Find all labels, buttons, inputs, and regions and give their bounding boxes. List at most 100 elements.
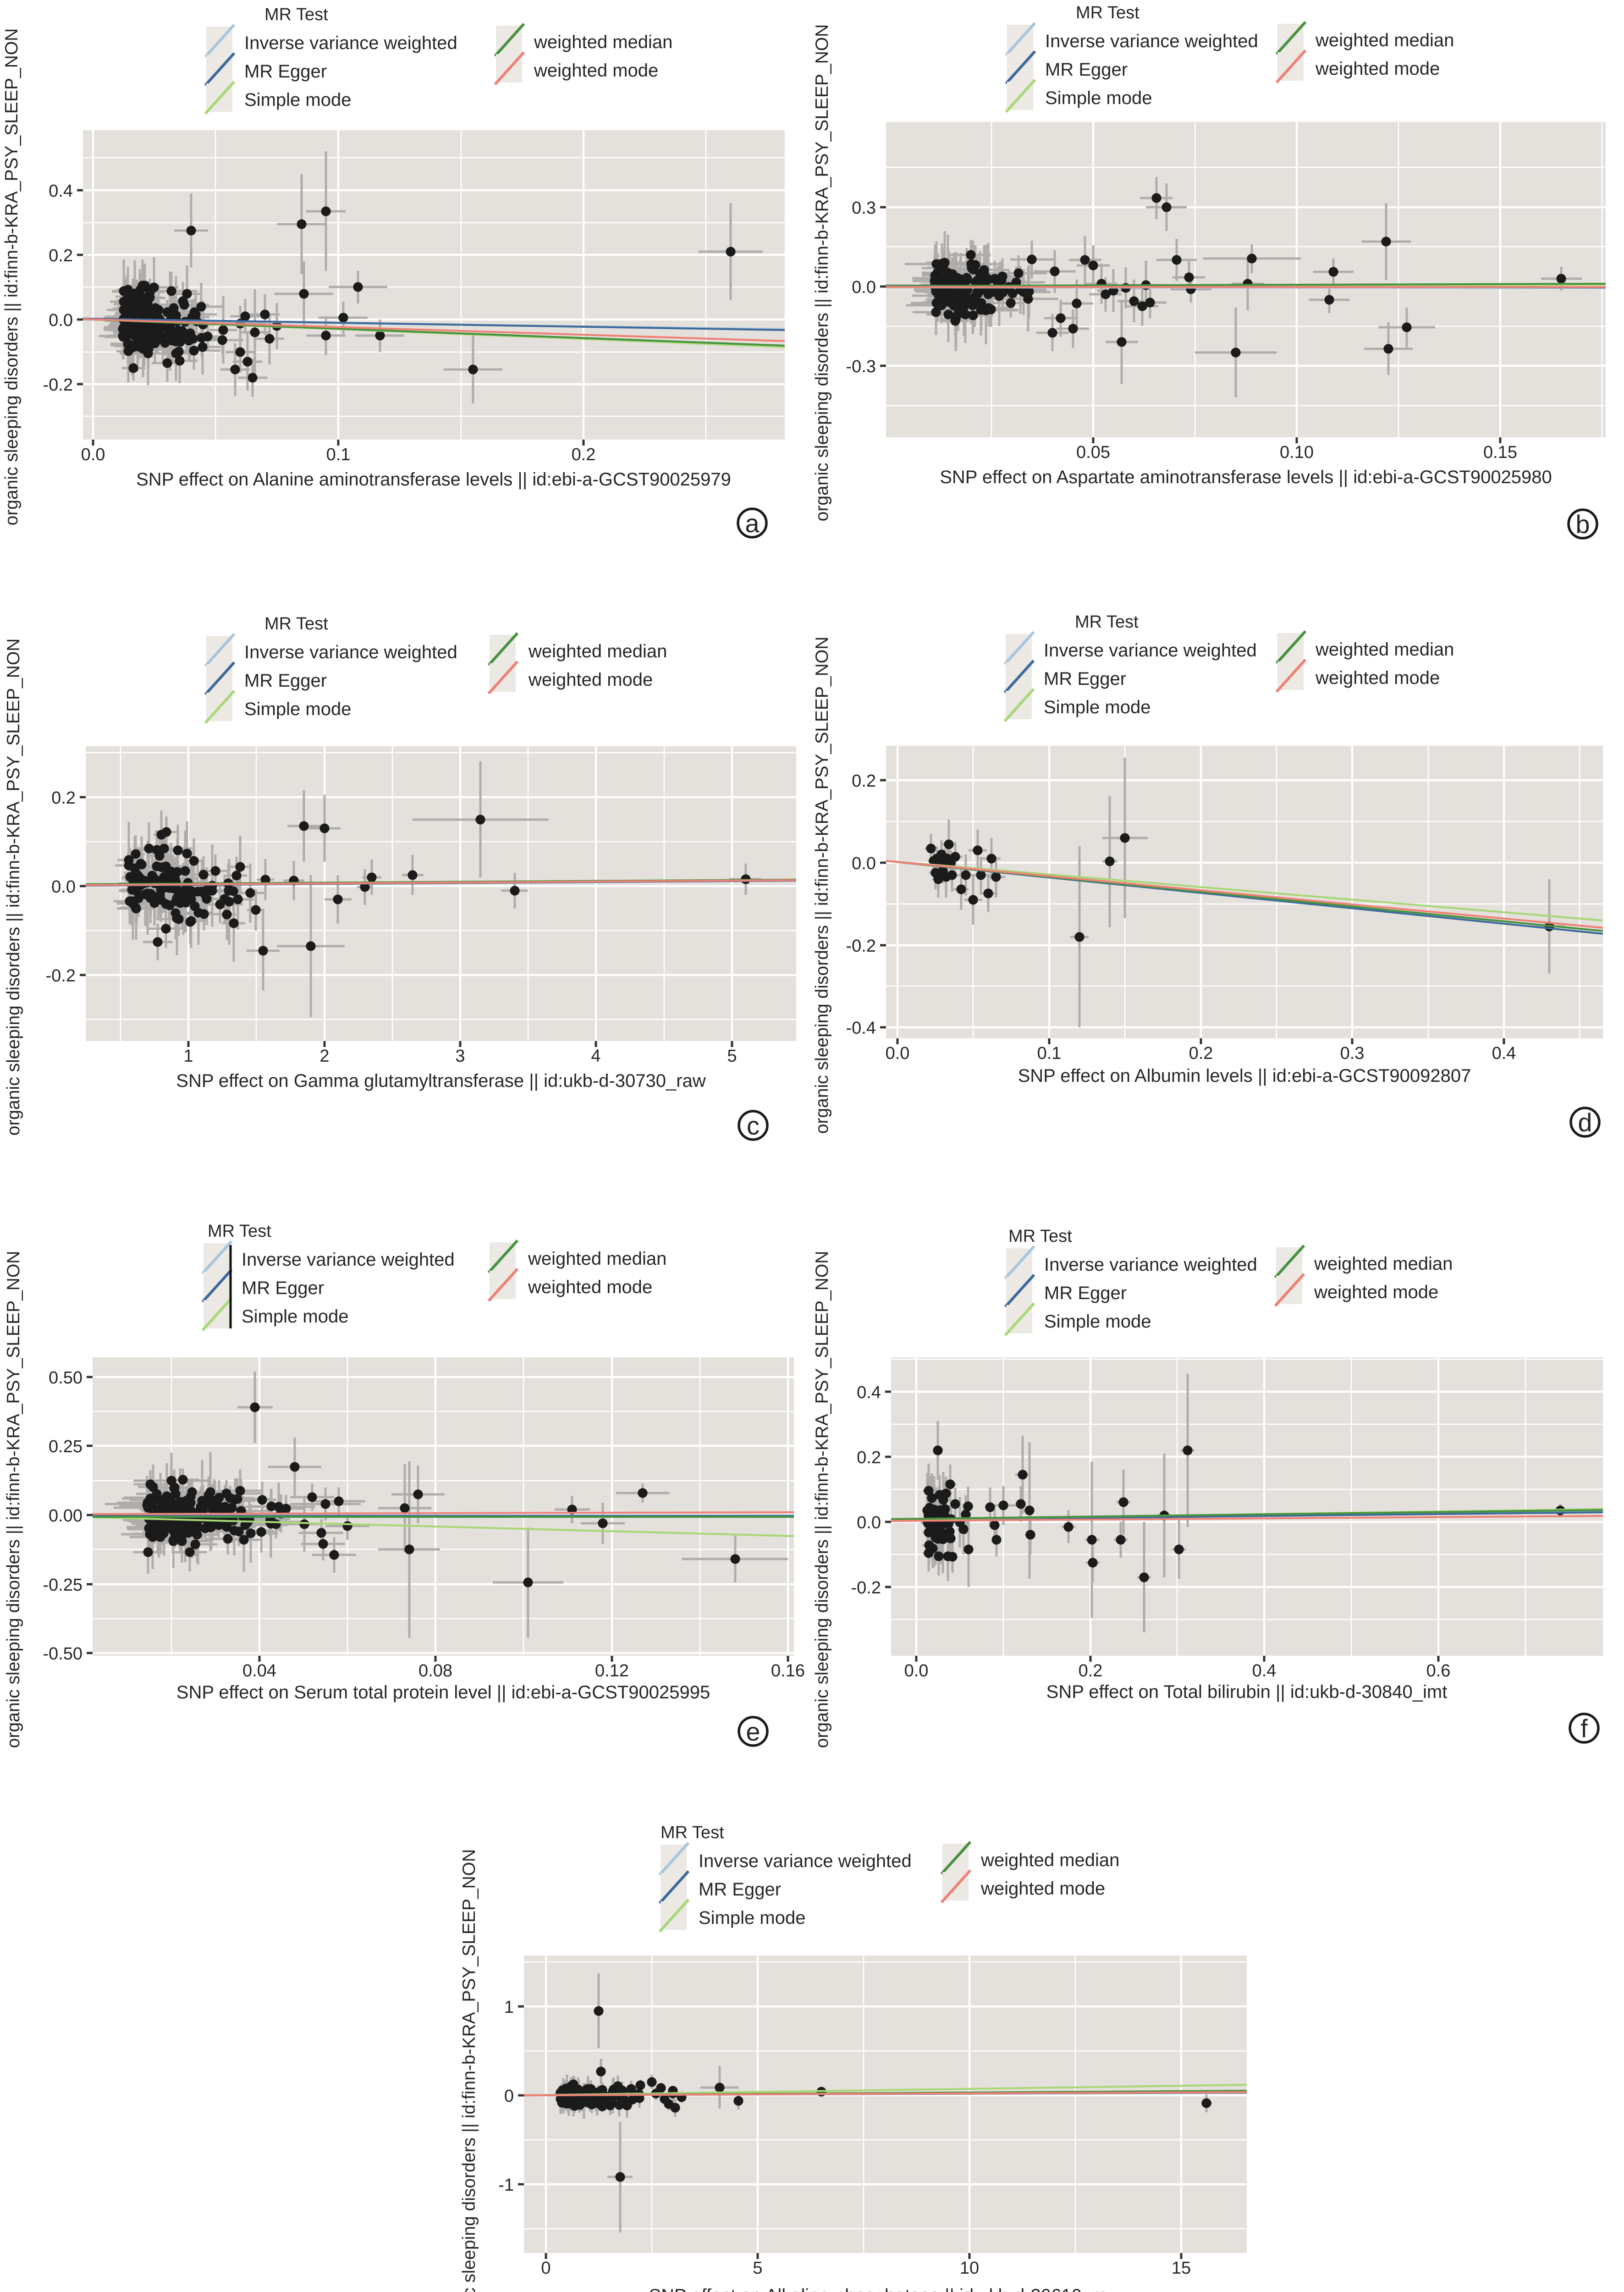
svg-text:0.6: 0.6 [1426,1661,1451,1680]
svg-text:weighted median: weighted median [534,32,672,52]
svg-text:weighted mode: weighted mode [1315,59,1440,79]
svg-text:Simple mode: Simple mode [244,90,351,110]
svg-text:-0.2: -0.2 [46,966,76,986]
svg-text:0.0: 0.0 [49,311,73,330]
svg-text:Simple mode: Simple mode [1044,697,1151,717]
svg-text:weighted median: weighted median [528,641,667,661]
svg-text:-0.2: -0.2 [851,1578,881,1598]
svg-text:0.0: 0.0 [904,1661,929,1680]
svg-text:Simple mode: Simple mode [242,1306,348,1327]
svg-text:0.2: 0.2 [857,1448,881,1467]
svg-text:0.2: 0.2 [852,771,876,791]
svg-text:b: b [1575,510,1590,539]
svg-text:Simple mode: Simple mode [1044,1311,1151,1332]
svg-text:Inverse variance weighted: Inverse variance weighted [1045,31,1258,51]
svg-text:MR Egger: MR Egger [242,1278,324,1298]
svg-text:0.16: 0.16 [771,1661,805,1680]
svg-text:weighted mode: weighted mode [980,1879,1105,1899]
svg-text:0.05: 0.05 [1076,443,1110,462]
svg-text:MR Test: MR Test [1076,3,1140,22]
svg-text:2: 2 [319,1047,329,1066]
svg-text:-0.4: -0.4 [846,1019,876,1038]
svg-text:5: 5 [727,1047,737,1066]
svg-text:weighted mode: weighted mode [534,61,658,81]
svg-text:weighted median: weighted median [1315,639,1454,660]
svg-text:0.3: 0.3 [1340,1044,1365,1063]
svg-text:organic sleeping disorders ||: organic sleeping disorders || id:finn-b-… [812,24,832,522]
svg-text:Inverse variance weighted: Inverse variance weighted [244,642,457,662]
svg-text:MR Test: MR Test [264,5,328,24]
svg-text:Inverse variance weighted: Inverse variance weighted [699,1851,912,1871]
svg-text:0.2: 0.2 [51,788,76,808]
svg-text:MR Egger: MR Egger [699,1879,781,1900]
svg-text:MR Egger: MR Egger [1044,1283,1127,1303]
svg-text:0.0: 0.0 [51,877,76,897]
svg-text:c: c [747,1111,760,1140]
svg-text:weighted mode: weighted mode [1315,668,1440,688]
svg-text:Simple mode: Simple mode [699,1908,805,1928]
svg-text:0.00: 0.00 [49,1506,83,1526]
svg-text:a: a [745,509,760,538]
svg-text:0.50: 0.50 [49,1368,83,1388]
svg-text:0.0: 0.0 [852,854,876,873]
svg-text:0.4: 0.4 [1492,1044,1516,1063]
svg-text:weighted mode: weighted mode [1314,1282,1438,1302]
svg-text:weighted mode: weighted mode [528,670,653,690]
svg-text:Inverse variance weighted: Inverse variance weighted [244,33,457,53]
svg-text:0.08: 0.08 [418,1661,452,1680]
svg-text:0.2: 0.2 [1079,1661,1103,1680]
svg-text:0.2: 0.2 [49,246,73,265]
svg-text:MR Test: MR Test [661,1823,724,1842]
svg-text:MR Test: MR Test [1008,1227,1072,1246]
svg-text:SNP effect on Alanine aminotra: SNP effect on Alanine aminotransferase l… [136,469,731,490]
svg-text:0.10: 0.10 [1280,443,1314,462]
svg-text:15: 15 [1172,2259,1191,2278]
svg-text:organic sleeping disorders ||: organic sleeping disorders || id:finn-b-… [4,1251,23,1748]
svg-text:organic sleeping disorders ||: organic sleeping disorders || id:finn-b-… [4,639,23,1136]
svg-text:MR Test: MR Test [1075,612,1139,632]
svg-text:f: f [1580,1714,1588,1743]
svg-text:organic sleeping disorders ||: organic sleeping disorders || id:finn-b-… [812,1251,832,1748]
svg-text:SNP effect on Aspartate aminot: SNP effect on Aspartate aminotransferase… [940,467,1552,487]
svg-text:0.4: 0.4 [1252,1661,1277,1680]
svg-text:Inverse variance weighted: Inverse variance weighted [1044,640,1257,661]
svg-text:0.1: 0.1 [1037,1044,1062,1063]
svg-text:3: 3 [455,1047,465,1066]
svg-text:0.4: 0.4 [857,1383,881,1402]
svg-text:0: 0 [504,2087,514,2106]
svg-text:MR Test: MR Test [264,614,328,634]
svg-text:organic sleeping disorders ||: organic sleeping disorders || id:finn-b-… [459,1849,479,2292]
svg-text:0.25: 0.25 [49,1437,83,1456]
svg-text:5: 5 [753,2259,762,2278]
svg-text:1: 1 [504,1998,514,2017]
svg-text:0.2: 0.2 [1189,1044,1213,1063]
svg-text:0.04: 0.04 [242,1661,276,1680]
svg-text:-1: -1 [498,2176,514,2195]
svg-text:0.3: 0.3 [852,198,876,218]
svg-text:4: 4 [591,1047,600,1066]
svg-text:1: 1 [183,1047,193,1066]
svg-text:-0.50: -0.50 [43,1644,83,1664]
svg-text:0: 0 [541,2259,551,2278]
svg-text:0.1: 0.1 [326,445,351,464]
svg-text:0.0: 0.0 [857,1513,881,1532]
svg-text:SNP effect on Gamma glutamyltr: SNP effect on Gamma glutamyltransferase … [176,1071,706,1091]
svg-text:weighted median: weighted median [1315,30,1454,50]
svg-text:MR Egger: MR Egger [1045,60,1128,80]
svg-text:Inverse variance weighted: Inverse variance weighted [1044,1255,1257,1275]
svg-text:SNP effect on Serum total prot: SNP effect on Serum total protein level … [176,1682,710,1702]
svg-text:MR Egger: MR Egger [1044,669,1126,689]
svg-text:d: d [1578,1108,1592,1137]
svg-text:0.4: 0.4 [49,182,73,201]
svg-text:SNP effect on Total bilirubin: SNP effect on Total bilirubin || id:ukb-… [1046,1682,1448,1702]
svg-text:10: 10 [960,2259,979,2278]
svg-text:0.0: 0.0 [886,1044,910,1063]
svg-text:weighted mode: weighted mode [528,1277,652,1297]
svg-text:organic sleeping disorders ||: organic sleeping disorders || id:finn-b-… [812,637,832,1134]
svg-text:weighted median: weighted median [528,1249,666,1269]
svg-text:0.12: 0.12 [595,1661,629,1680]
svg-text:Simple mode: Simple mode [1045,88,1152,108]
svg-text:-0.25: -0.25 [43,1576,83,1595]
svg-text:0.2: 0.2 [572,445,596,464]
svg-text:-0.3: -0.3 [846,357,876,376]
